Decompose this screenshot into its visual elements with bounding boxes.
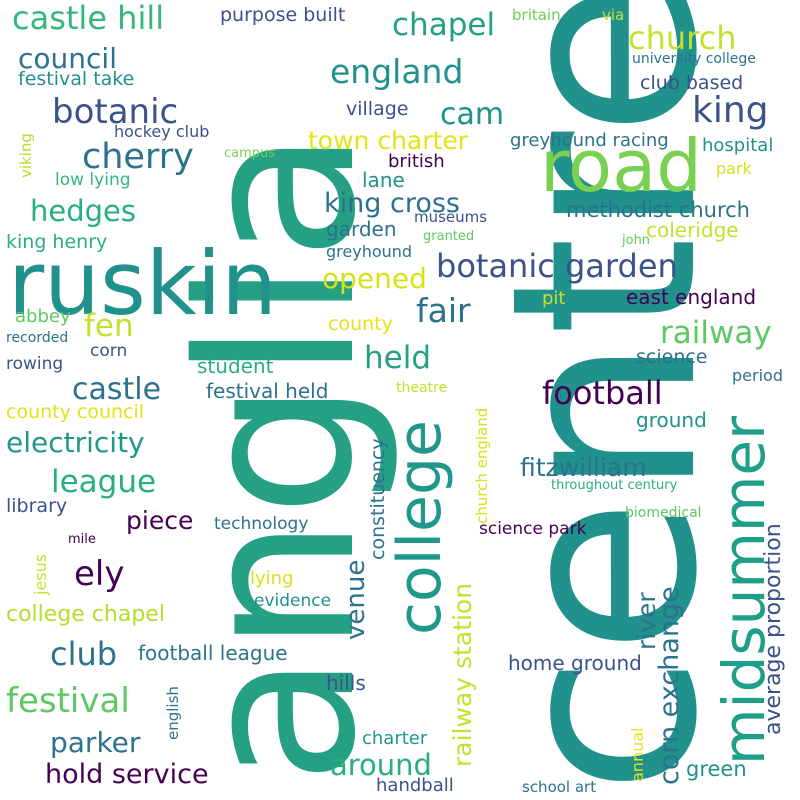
word-road: road [540, 124, 702, 208]
word-home-ground: home ground [508, 651, 642, 675]
word-handball: handball [376, 775, 454, 796]
word-church-england: church england [473, 407, 491, 524]
word-average-proportion: average proportion [761, 523, 786, 735]
word-castle-hill: castle hill [12, 0, 165, 37]
word-england: england [330, 52, 464, 91]
word-english: english [164, 686, 182, 740]
word-council: council [18, 42, 117, 75]
word-venue: venue [341, 559, 371, 640]
word-held: held [364, 340, 432, 376]
word-cherry: cherry [82, 137, 194, 177]
word-biomedical: biomedical [625, 505, 702, 521]
word-king-cross: king cross [324, 188, 460, 219]
word-museums: museums [414, 208, 488, 226]
word-university-college: university college [632, 51, 756, 67]
word-castle: castle [72, 372, 162, 407]
word-throughout-century: throughout century [551, 478, 678, 493]
word-charter: charter [362, 728, 428, 749]
word-hockey-club: hockey club [114, 122, 210, 141]
word-john: john [622, 233, 651, 248]
word-electricity: electricity [6, 426, 145, 459]
word-constituency: constituency [367, 438, 389, 560]
word-football: football [542, 374, 663, 412]
word-via: via [602, 6, 625, 24]
word-chapel: chapel [392, 7, 496, 43]
word-technology: technology [214, 514, 309, 534]
word-evidence: evidence [254, 591, 332, 611]
word-town-charter: town charter [308, 126, 468, 155]
word-club: club [50, 635, 118, 673]
word-library: library [6, 495, 68, 517]
word-science: science [636, 346, 708, 368]
word-football-league: football league [138, 641, 288, 665]
word-hospital: hospital [702, 135, 774, 156]
word-school-art: school art [522, 778, 597, 796]
word-fair: fair [416, 291, 471, 330]
word-college: college [385, 420, 455, 635]
word-student: student [197, 354, 274, 378]
word-coleridge: coleridge [646, 218, 739, 242]
word-opened: opened [322, 262, 427, 295]
word-around: around [330, 748, 432, 782]
word-club-based: club based [640, 72, 744, 94]
word-lane: lane [362, 168, 405, 192]
word-railway: railway [660, 315, 772, 351]
word-village: village [346, 98, 409, 120]
word-king: king [692, 90, 769, 131]
word-campus: campus [224, 146, 276, 161]
word-king-henry: king henry [6, 231, 108, 253]
word-hold-service: hold service [45, 759, 209, 790]
word-period: period [732, 366, 783, 385]
word-mile: mile [68, 532, 96, 547]
word-festival-held: festival held [206, 379, 329, 403]
word-fen: fen [84, 308, 134, 344]
word-abbey: abbey [15, 306, 71, 327]
word-british: british [388, 151, 445, 172]
word-rowing: rowing [6, 354, 64, 374]
word-greyhound: greyhound [326, 242, 413, 261]
word-league: league [51, 464, 157, 500]
word-jesus: jesus [31, 553, 50, 595]
word-britain: britain [512, 6, 561, 24]
word-parker: parker [50, 726, 141, 759]
word-railway-station: railway station [448, 582, 477, 767]
word-church: church [628, 19, 737, 57]
word-east-england: east england [626, 285, 757, 309]
word-festival: festival [6, 681, 130, 721]
word-ruskin: ruskin [8, 232, 277, 335]
word-garden: garden [326, 217, 397, 241]
word-hedges: hedges [30, 194, 136, 228]
word-pit: pit [542, 288, 566, 309]
word-viking: viking [17, 133, 35, 178]
word-park: park [716, 159, 752, 178]
word-cam: cam [440, 97, 505, 132]
word-county-council: county council [6, 401, 145, 423]
word-corn: corn [90, 341, 128, 361]
word-green: green [686, 757, 747, 781]
word-recorded: recorded [6, 330, 69, 346]
word-botanic-garden: botanic garden [436, 247, 678, 285]
word-purpose-built: purpose built [220, 4, 346, 26]
word-greyhound-racing: greyhound racing [510, 130, 669, 151]
word-lying: lying [250, 568, 294, 589]
word-theatre: theatre [396, 380, 448, 396]
word-granted: granted [423, 229, 475, 244]
word-fitzwilliam: fitzwilliam [520, 453, 647, 482]
word-annual: annual [628, 727, 647, 782]
word-ely: ely [74, 554, 125, 594]
word-county: county [328, 313, 393, 335]
word-botanic: botanic [52, 92, 179, 132]
word-low-lying: low lying [55, 170, 131, 190]
word-college-chapel: college chapel [6, 602, 165, 627]
word-hills: hills [326, 671, 366, 695]
word-corn-exchange: corn exchange [654, 586, 685, 785]
word-ground: ground [636, 408, 707, 432]
word-methodist-church: methodist church [566, 198, 750, 222]
word-science-park: science park [479, 519, 587, 539]
word-festival-take: festival take [18, 68, 135, 90]
word-piece: piece [126, 506, 194, 535]
